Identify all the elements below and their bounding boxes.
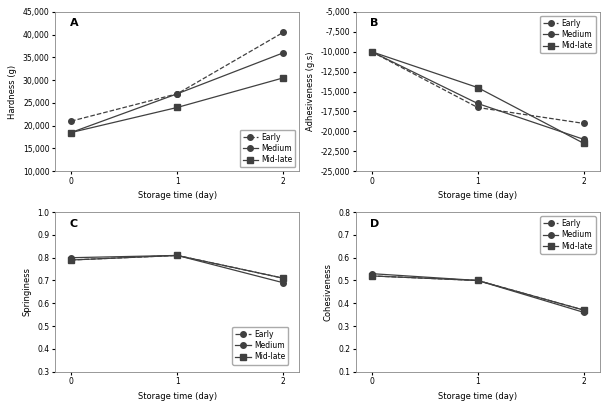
- Mid-late: [580, 308, 587, 312]
- Mid-late: [280, 75, 287, 80]
- Early: [173, 253, 181, 258]
- Early: [580, 121, 587, 126]
- Early: [368, 49, 375, 54]
- Legend: Early, Medium, Mid-late: Early, Medium, Mid-late: [232, 327, 288, 364]
- X-axis label: Storage time (day): Storage time (day): [438, 191, 517, 200]
- Mid-late: [474, 278, 482, 283]
- Line: Medium: Medium: [68, 253, 286, 285]
- Line: Medium: Medium: [369, 271, 587, 315]
- Text: C: C: [70, 218, 78, 229]
- Medium: [474, 101, 482, 106]
- Mid-late: [474, 85, 482, 90]
- Medium: [474, 278, 482, 283]
- Medium: [67, 255, 75, 260]
- Y-axis label: Cohesiveness: Cohesiveness: [323, 263, 333, 321]
- Mid-late: [368, 274, 375, 279]
- Mid-late: [173, 105, 181, 110]
- Line: Mid-late: Mid-late: [68, 253, 286, 281]
- Line: Early: Early: [68, 253, 286, 281]
- Mid-late: [67, 130, 75, 135]
- X-axis label: Storage time (day): Storage time (day): [137, 191, 217, 200]
- Medium: [173, 253, 181, 258]
- Legend: Early, Medium, Mid-late: Early, Medium, Mid-late: [540, 216, 596, 254]
- Medium: [580, 310, 587, 315]
- Line: Medium: Medium: [68, 50, 286, 135]
- Text: D: D: [370, 218, 379, 229]
- Early: [280, 30, 287, 35]
- Mid-late: [368, 49, 375, 54]
- Mid-late: [67, 258, 75, 263]
- Early: [474, 105, 482, 110]
- Mid-late: [580, 141, 587, 146]
- Line: Mid-late: Mid-late: [369, 49, 587, 146]
- Early: [67, 258, 75, 263]
- Mid-late: [173, 253, 181, 258]
- Line: Early: Early: [369, 49, 587, 126]
- Medium: [280, 280, 287, 285]
- Legend: Early, Medium, Mid-late: Early, Medium, Mid-late: [240, 130, 295, 167]
- Medium: [580, 137, 587, 142]
- Medium: [368, 271, 375, 276]
- Legend: Early, Medium, Mid-late: Early, Medium, Mid-late: [540, 16, 596, 53]
- Y-axis label: Hardness (g): Hardness (g): [9, 65, 18, 119]
- Text: A: A: [70, 18, 78, 28]
- Y-axis label: Adhesiveness (g.s): Adhesiveness (g.s): [306, 52, 315, 131]
- Medium: [67, 130, 75, 135]
- Early: [67, 119, 75, 124]
- Y-axis label: Springiness: Springiness: [23, 267, 32, 316]
- X-axis label: Storage time (day): Storage time (day): [137, 392, 217, 401]
- Line: Mid-late: Mid-late: [369, 273, 587, 313]
- Medium: [368, 49, 375, 54]
- Early: [173, 91, 181, 96]
- Line: Early: Early: [369, 273, 587, 313]
- Line: Early: Early: [68, 29, 286, 124]
- Early: [280, 276, 287, 281]
- Text: B: B: [370, 18, 379, 28]
- Line: Mid-late: Mid-late: [68, 75, 286, 135]
- Early: [474, 278, 482, 283]
- Early: [368, 274, 375, 279]
- Mid-late: [280, 276, 287, 281]
- X-axis label: Storage time (day): Storage time (day): [438, 392, 517, 401]
- Medium: [173, 91, 181, 96]
- Line: Medium: Medium: [369, 49, 587, 142]
- Medium: [280, 50, 287, 55]
- Early: [580, 308, 587, 312]
